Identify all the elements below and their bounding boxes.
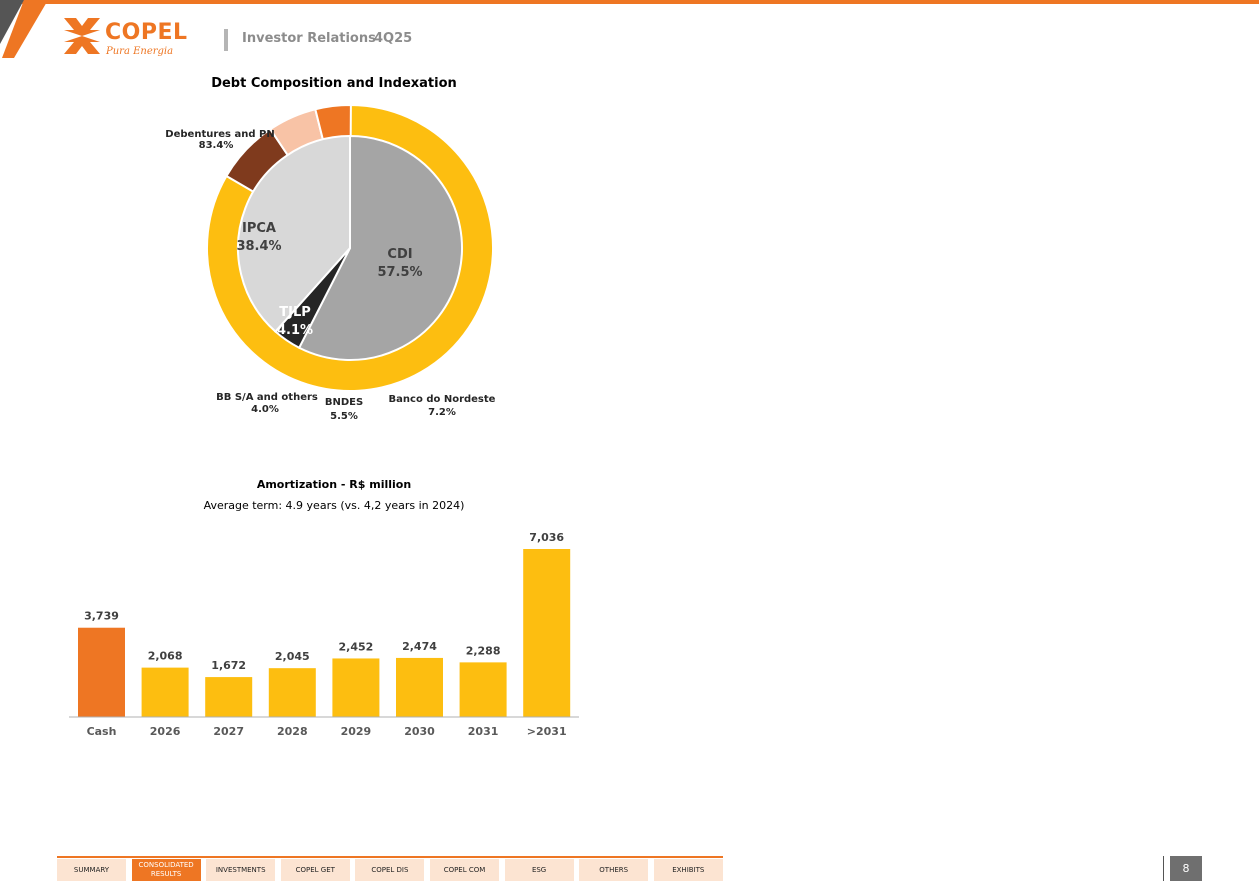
nav-top-line (57, 856, 723, 858)
label-debentures: Debentures and PN (165, 129, 274, 140)
bar-value-label-6: 2,288 (466, 644, 501, 657)
value-banco-nordeste: 7.2% (428, 407, 456, 418)
bar-3 (268, 668, 316, 717)
bottom-navigation: SUMMARY CONSOLIDATED RESULTS INVESTMENTS CO… (57, 856, 723, 881)
corner-decoration (0, 0, 48, 58)
value-debentures: 83.4% (199, 140, 234, 151)
bar-value-label-7: 7,036 (529, 531, 564, 544)
bar-0 (78, 627, 125, 717)
bar-value-label-5: 2,474 (402, 640, 437, 653)
value-bb-others: 4.0% (251, 404, 279, 415)
brand-tagline: Pura Energia (106, 46, 174, 57)
nav-item-2[interactable]: INVESTMENTS (206, 859, 276, 881)
bar-7 (523, 549, 571, 717)
chart-title: Debt Composition and Indexation (211, 76, 457, 91)
nav-item-6[interactable]: ESG (504, 859, 574, 881)
nav-item-8[interactable]: EXHIBITS (653, 859, 723, 881)
bar-1 (141, 667, 189, 717)
category-label-2: 2027 (213, 725, 244, 738)
page-number: 8 (1170, 856, 1202, 881)
value-bndes: 5.5% (330, 411, 358, 422)
inner-slice-0 (297, 134, 463, 361)
category-label-4: 2029 (341, 725, 372, 738)
category-label-3: 2028 (277, 725, 308, 738)
bar-chart-subtitle: Average term: 4.9 years (vs. 4,2 years i… (204, 499, 465, 512)
debt-composition-chart: Debt Composition and Indexation Debentur… (165, 76, 496, 422)
bar-6 (459, 662, 507, 717)
label-tjlp: TJLP (279, 305, 311, 320)
label-ipca: IPCA (242, 221, 276, 236)
bar-5 (396, 657, 443, 717)
nav-item-7[interactable]: OTHERS (579, 859, 649, 881)
nav-item-0[interactable]: SUMMARY (57, 859, 126, 881)
bar-chart-title: Amortization - R$ million (257, 478, 411, 491)
category-label-6: 2031 (468, 725, 499, 738)
nav-item-3[interactable]: COPEL GET (280, 859, 350, 881)
value-cdi: 57.5% (377, 265, 422, 280)
bar-value-label-0: 3,739 (84, 610, 119, 623)
label-bndes: BNDES (325, 397, 363, 408)
page-indicator: 8 (1163, 856, 1202, 881)
category-label-7: >2031 (527, 725, 567, 738)
nav-item-4[interactable]: COPEL DIS (355, 859, 425, 881)
section-title: Investor Relations (242, 31, 376, 46)
label-cdi: CDI (387, 247, 412, 262)
top-accent-bar (0, 0, 1259, 4)
nav-item-5[interactable]: COPEL COM (430, 859, 499, 881)
category-label-5: 2030 (404, 725, 435, 738)
period-label: 4Q25 (374, 31, 413, 46)
inner-slice-2 (237, 134, 351, 333)
label-banco-nordeste: Banco do Nordeste (389, 394, 496, 405)
header-divider (224, 29, 228, 51)
bar-value-label-2: 1,672 (211, 659, 246, 672)
value-tjlp: 4.1% (277, 323, 313, 338)
bar-4 (332, 658, 380, 717)
nav-item-1[interactable]: CONSOLIDATED RESULTS (131, 859, 201, 881)
bar-value-label-1: 2,068 (148, 650, 183, 663)
copel-symbol-icon (64, 18, 100, 54)
amortization-chart: Amortization - R$ million Average term: … (69, 478, 579, 738)
bar-2 (205, 677, 253, 717)
value-ipca: 38.4% (236, 239, 281, 254)
brand-name: COPEL (105, 20, 188, 45)
category-label-0: Cash (87, 725, 117, 738)
label-bb-others: BB S/A and others (216, 392, 318, 403)
category-label-1: 2026 (150, 725, 181, 738)
copel-logo[interactable]: COPEL Pura Energia (62, 16, 187, 62)
bar-value-label-3: 2,045 (275, 650, 310, 663)
bar-value-label-4: 2,452 (339, 640, 374, 653)
